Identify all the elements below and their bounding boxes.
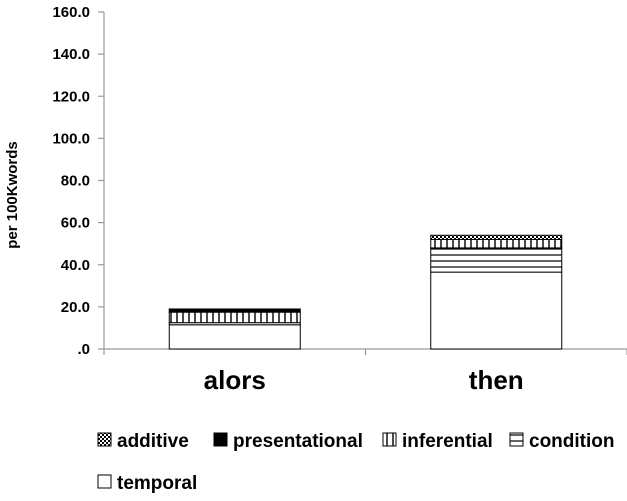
bar-segment-inferential-then [430, 238, 563, 249]
y-tick-label: 80.0 [61, 173, 90, 190]
y-tick-labels: .0 20.0 40.0 60.0 80.0 100.0 120.0 140.0 160.0 [52, 4, 90, 358]
legend-swatch-presentational [213, 432, 228, 447]
bar-segment-additive-then [430, 234, 563, 240]
y-tick-label: 140.0 [52, 46, 90, 63]
y-tick-label: 20.0 [61, 299, 90, 316]
legend-label-inferential: inferential [402, 431, 493, 452]
category-labels: alors then [204, 365, 524, 395]
y-tick-label: 40.0 [61, 257, 90, 274]
y-axis-label: per 100Kwords [4, 141, 21, 249]
legend-label-condition: condition [529, 431, 614, 452]
legend-swatch-additive [97, 432, 112, 447]
y-tick-label: .0 [77, 341, 90, 358]
legend: additive presentational inferential conditi… [97, 431, 614, 494]
category-label-then: then [469, 365, 524, 395]
bar-segment-condition-then [430, 247, 563, 273]
bar-segment-presentational-alors [168, 308, 301, 313]
legend-swatch-temporal [97, 474, 112, 489]
bar-segment-inferential-alors [168, 311, 301, 324]
y-tick-label: 160.0 [52, 4, 90, 21]
legend-label-temporal: temporal [117, 473, 197, 494]
bar-segment-temporal-then [430, 271, 563, 350]
bars [168, 234, 563, 350]
legend-label-additive: additive [117, 431, 189, 452]
legend-swatch-condition [509, 432, 524, 447]
category-label-alors: alors [204, 365, 266, 395]
legend-label-presentational: presentational [233, 431, 363, 452]
y-tick-label: 120.0 [52, 88, 90, 105]
y-tick-label: 100.0 [52, 130, 90, 147]
bar-segment-temporal-alors [168, 324, 301, 350]
legend-swatch-inferential [382, 432, 397, 447]
y-tick-label: 60.0 [61, 215, 90, 232]
